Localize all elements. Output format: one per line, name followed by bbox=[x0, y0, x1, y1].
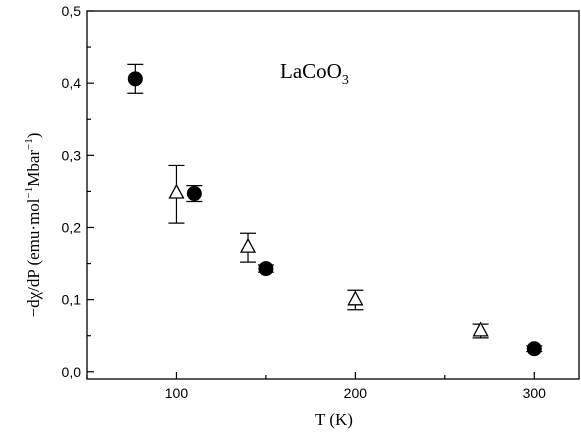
y-axis-title-suffix: ) bbox=[24, 133, 43, 139]
data-point-triangle bbox=[168, 183, 185, 199]
y-tick-label: 0,5 bbox=[62, 3, 82, 19]
y-axis-title: −dχ/dP (emu·mol−1Mbar−1) bbox=[23, 133, 43, 318]
data-point-circle bbox=[526, 341, 542, 357]
data-point-triangle bbox=[239, 237, 257, 253]
y-axis-title-sup1: −1 bbox=[23, 187, 35, 199]
compound-annotation: LaCoO3 bbox=[280, 59, 349, 88]
data-point-circle bbox=[127, 71, 143, 87]
compound-annotation-base: LaCoO bbox=[280, 59, 342, 83]
y-tick-label: 0,1 bbox=[62, 292, 82, 308]
y-axis-title-prefix: −dχ/dP (emu·mol bbox=[24, 198, 43, 317]
data-point-triangle bbox=[472, 321, 489, 337]
data-point-circle bbox=[186, 186, 202, 202]
x-tick-label: 200 bbox=[344, 385, 368, 401]
data-point-circle bbox=[258, 261, 274, 277]
y-axis-title-middle: Mbar bbox=[24, 150, 43, 187]
plot-area: 100 200 300 0,0 0,1 0,2 0,3 0,4 0,5 bbox=[62, 3, 580, 401]
y-tick-label: 0,4 bbox=[62, 75, 82, 91]
plot-frame bbox=[86, 10, 580, 380]
y-tick-label: 0,0 bbox=[62, 364, 82, 380]
y-tick-label: 0,3 bbox=[62, 147, 82, 163]
x-tick-label: 300 bbox=[523, 385, 547, 401]
y-tick-label: 0,2 bbox=[62, 219, 82, 235]
data-point-triangle bbox=[347, 290, 364, 306]
x-axis-title: T (K) bbox=[315, 410, 353, 429]
compound-annotation-sub: 3 bbox=[342, 73, 349, 88]
y-axis-title-sup2: −1 bbox=[23, 138, 35, 150]
x-tick-label: 100 bbox=[165, 385, 189, 401]
